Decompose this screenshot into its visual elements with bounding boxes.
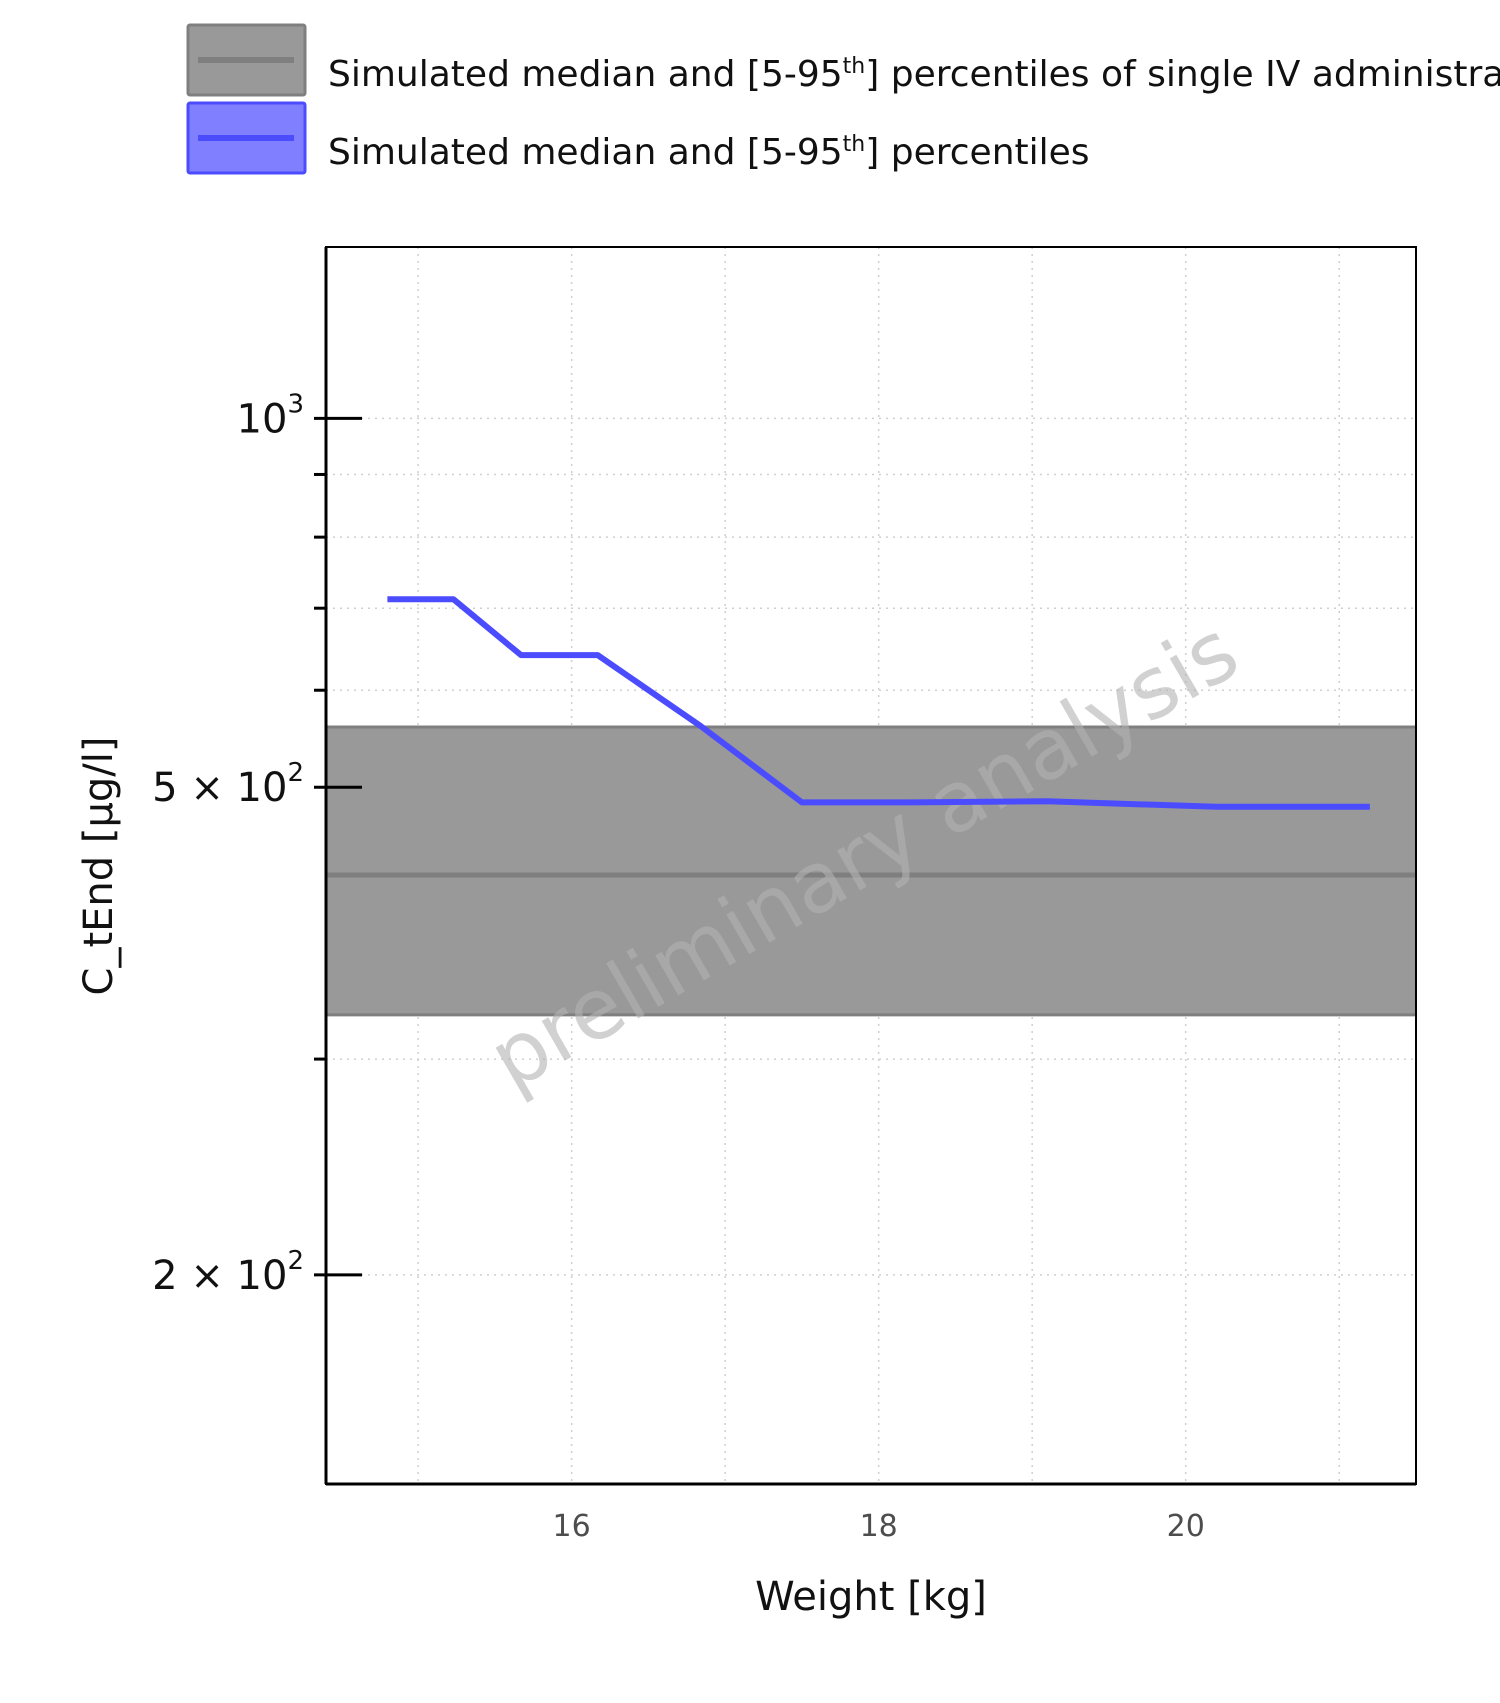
legend-label-reference: Simulated median and [5-95th] percentile…: [328, 54, 1500, 95]
x-axis-title: Weight [kg]: [755, 1574, 987, 1620]
x-axis: 16 18 20: [326, 1482, 1416, 1544]
x-tick-label: 18: [860, 1509, 898, 1544]
grid: [326, 247, 1416, 1484]
reference-band: [326, 725, 1416, 1017]
legend: Simulated median and [5-95th] percentile…: [186, 23, 1500, 175]
series: [387, 596, 1371, 810]
x-tick-label: 16: [553, 1509, 591, 1544]
y-axis-title: C_tEnd [µg/l]: [76, 737, 122, 996]
series-line-0: [387, 596, 1370, 810]
y-axis: 2 × 102 5 × 102 103: [152, 247, 362, 1484]
x-tick-label: 20: [1167, 1509, 1205, 1544]
legend-item-series: Simulated median and [5-95th] percentile…: [186, 101, 1090, 175]
legend-item-reference: Simulated median and [5-95th] percentile…: [186, 23, 1500, 97]
legend-label-series: Simulated median and [5-95th] percentile…: [328, 132, 1090, 173]
y-tick-label: 5 × 102: [152, 758, 304, 811]
reference-band-area: [326, 726, 1416, 1015]
y-tick-label: 103: [237, 389, 304, 442]
y-tick-label: 2 × 102: [152, 1246, 304, 1299]
